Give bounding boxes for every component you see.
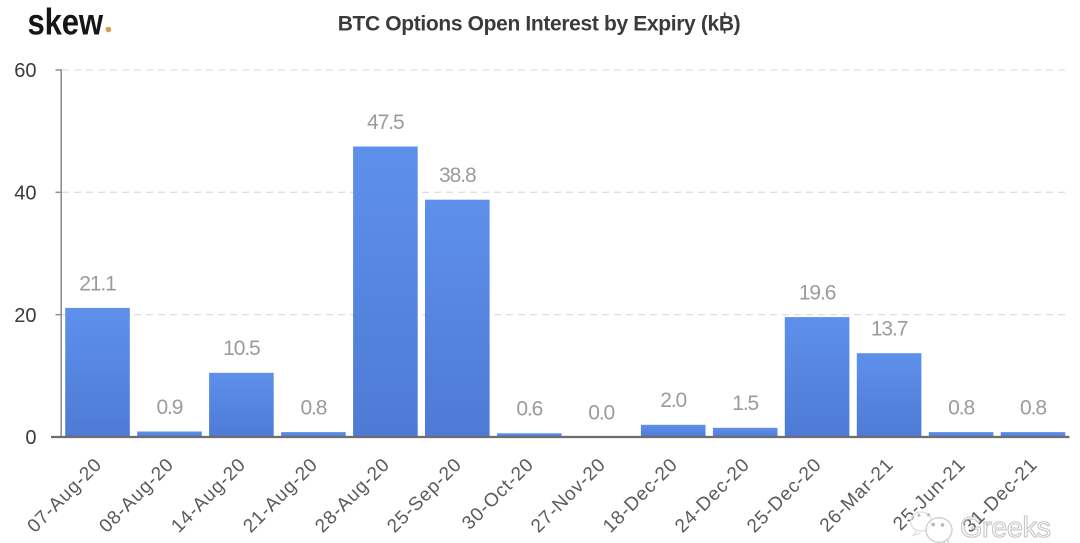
- svg-text:0: 0: [25, 427, 36, 449]
- svg-text:BTC Options Open Interest by E: BTC Options Open Interest by Expiry (kB): [338, 13, 741, 36]
- svg-text:07-Aug-20: 07-Aug-20: [24, 454, 107, 537]
- svg-text:2.0: 2.0: [660, 389, 686, 412]
- svg-text:21.1: 21.1: [79, 272, 116, 295]
- svg-text:20: 20: [14, 305, 36, 327]
- svg-text:60: 60: [14, 60, 36, 82]
- svg-text:18-Dec-20: 18-Dec-20: [599, 454, 682, 537]
- svg-text:19.6: 19.6: [799, 282, 836, 305]
- svg-text:21-Aug-20: 21-Aug-20: [239, 454, 322, 537]
- svg-text:25-Sep-20: 25-Sep-20: [383, 454, 466, 537]
- svg-text:27-Nov-20: 27-Nov-20: [527, 454, 610, 537]
- svg-text:1.5: 1.5: [732, 392, 758, 415]
- svg-text:10.5: 10.5: [223, 337, 260, 360]
- svg-text:24-Dec-20: 24-Dec-20: [671, 454, 754, 537]
- svg-text:0.6: 0.6: [516, 398, 542, 421]
- svg-text:28-Aug-20: 28-Aug-20: [311, 454, 394, 537]
- svg-text:0.8: 0.8: [948, 397, 974, 420]
- svg-text:40: 40: [14, 183, 36, 205]
- svg-text:26-Mar-21: 26-Mar-21: [816, 454, 898, 536]
- svg-text:38.8: 38.8: [439, 164, 476, 187]
- svg-text:13.7: 13.7: [871, 318, 908, 341]
- svg-text:0.8: 0.8: [1020, 397, 1046, 420]
- svg-text:Greeks: Greeks: [960, 512, 1050, 543]
- svg-text:14-Aug-20: 14-Aug-20: [167, 454, 250, 537]
- svg-text:47.5: 47.5: [367, 111, 404, 134]
- svg-text:08-Aug-20: 08-Aug-20: [95, 454, 178, 537]
- svg-text:0.0: 0.0: [588, 401, 614, 424]
- svg-text:0.8: 0.8: [300, 397, 326, 420]
- svg-text:skew: skew: [28, 2, 104, 43]
- svg-text:25-Dec-20: 25-Dec-20: [743, 454, 826, 537]
- svg-text:0.9: 0.9: [156, 396, 182, 419]
